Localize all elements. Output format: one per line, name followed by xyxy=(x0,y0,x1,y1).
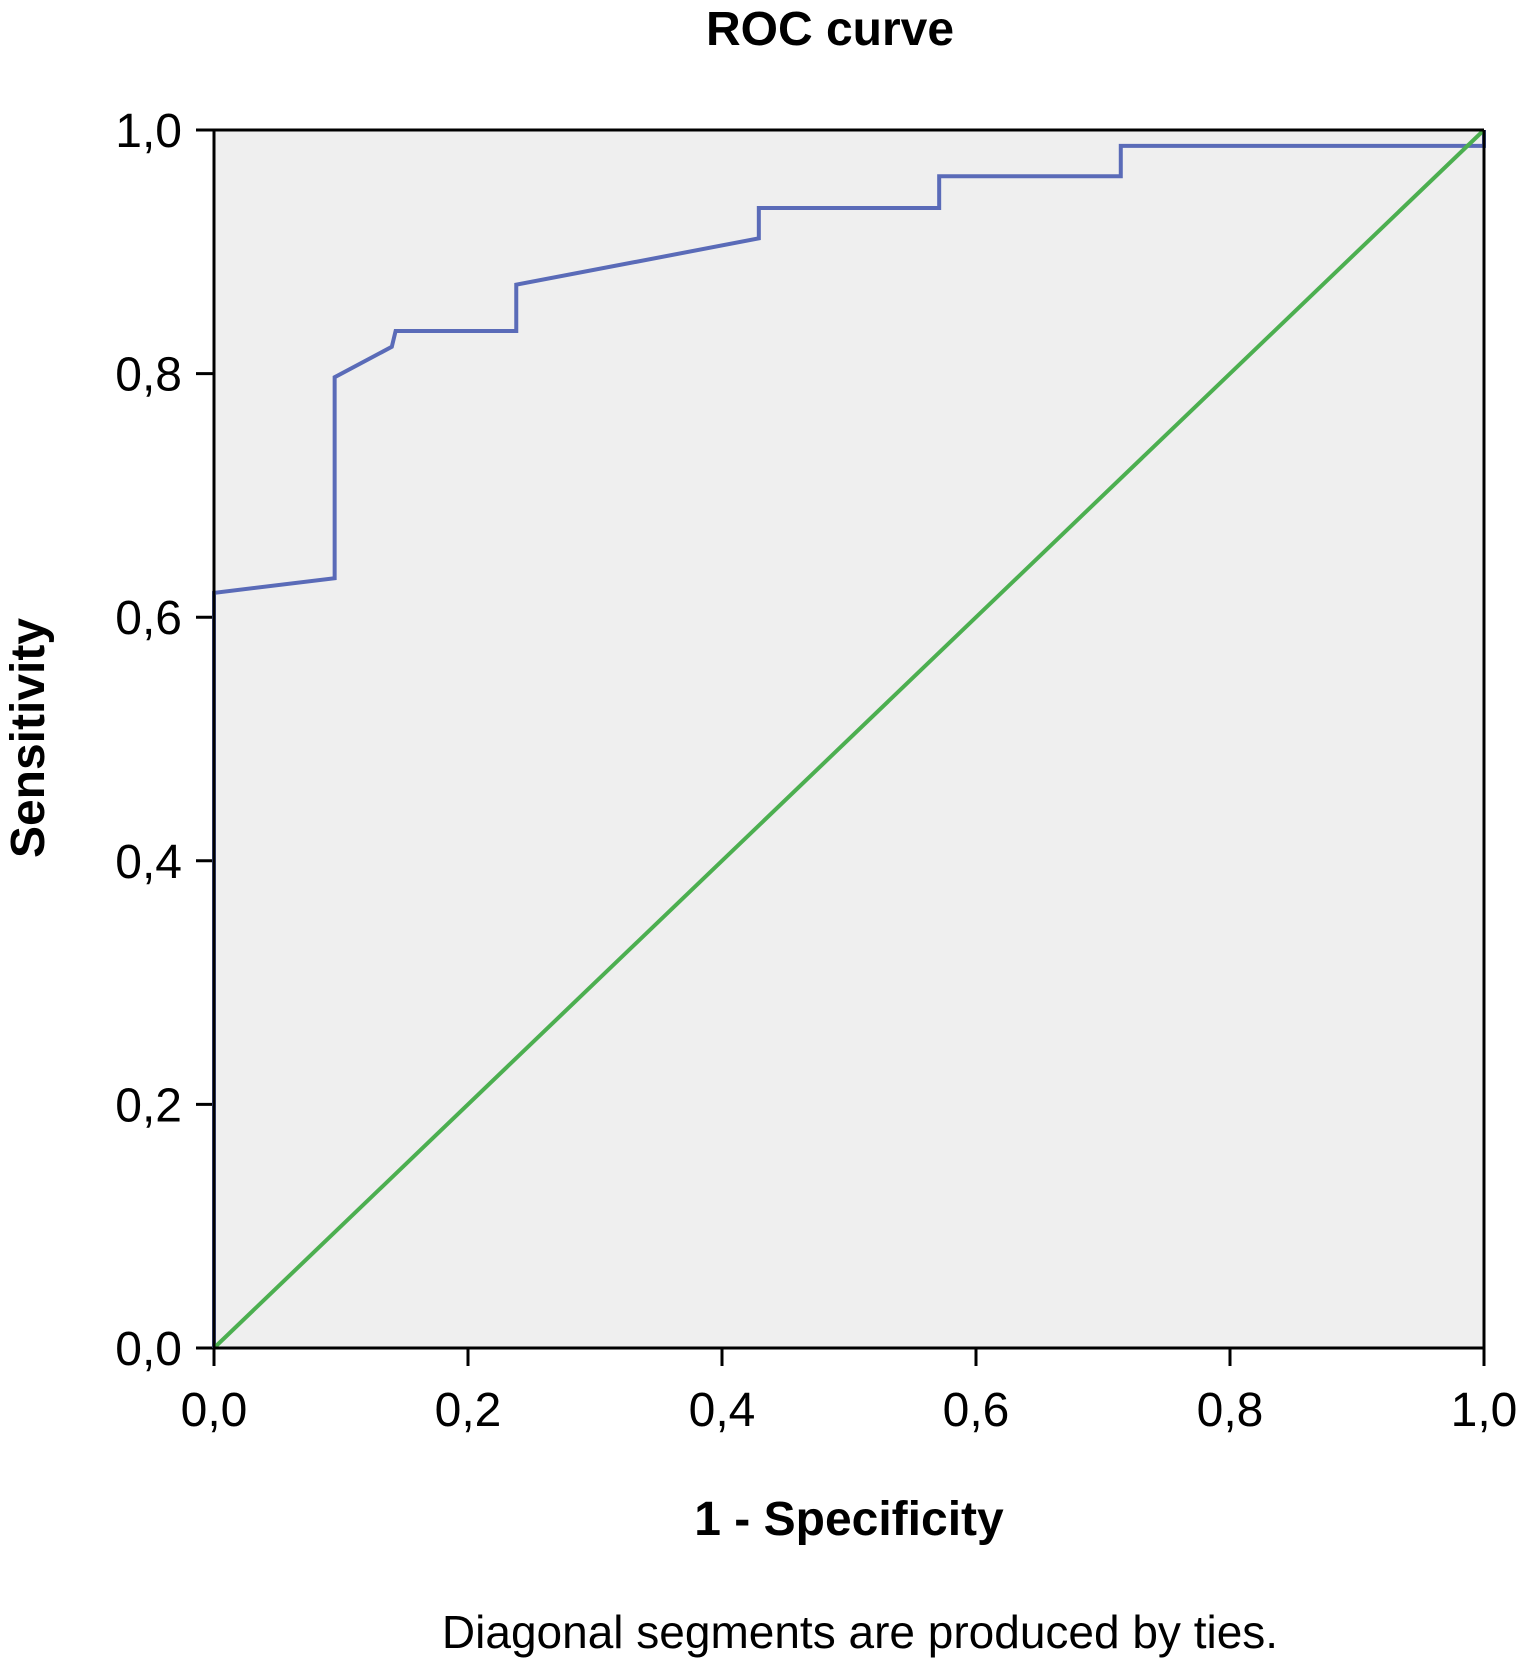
y-tick-label: 0,8 xyxy=(115,349,182,402)
y-tick-label: 0,2 xyxy=(115,1079,182,1132)
x-tick-label: 0,4 xyxy=(689,1384,756,1437)
x-tick-label: 1,0 xyxy=(1451,1384,1518,1437)
reference-diagonal-line xyxy=(212,128,1486,1350)
chart-footnote: Diagonal segments are produced by ties. xyxy=(442,1606,1278,1658)
x-tick-label: 0,6 xyxy=(943,1384,1010,1437)
series-layer xyxy=(212,128,1486,1350)
y-tick-label: 1,0 xyxy=(115,105,182,158)
x-tick-label: 0,2 xyxy=(435,1384,502,1437)
x-tick-label: 0,8 xyxy=(1197,1384,1264,1437)
y-tick-label: 0,0 xyxy=(115,1323,182,1376)
y-axis-ticks: 0,0 0,2 0,4 0,6 0,8 1,0 xyxy=(115,105,214,1376)
x-axis-ticks: 0,0 0,2 0,4 0,6 0,8 1,0 xyxy=(181,1348,1518,1437)
chart-title: ROC curve xyxy=(706,3,954,56)
x-tick-label: 0,0 xyxy=(181,1384,248,1437)
y-tick-label: 0,4 xyxy=(115,836,182,889)
y-tick-label: 0,6 xyxy=(115,592,182,645)
roc-curve-line xyxy=(212,130,1486,1348)
y-axis-label: Sensitivity xyxy=(2,618,55,858)
x-axis-label: 1 - Specificity xyxy=(694,1493,1004,1546)
